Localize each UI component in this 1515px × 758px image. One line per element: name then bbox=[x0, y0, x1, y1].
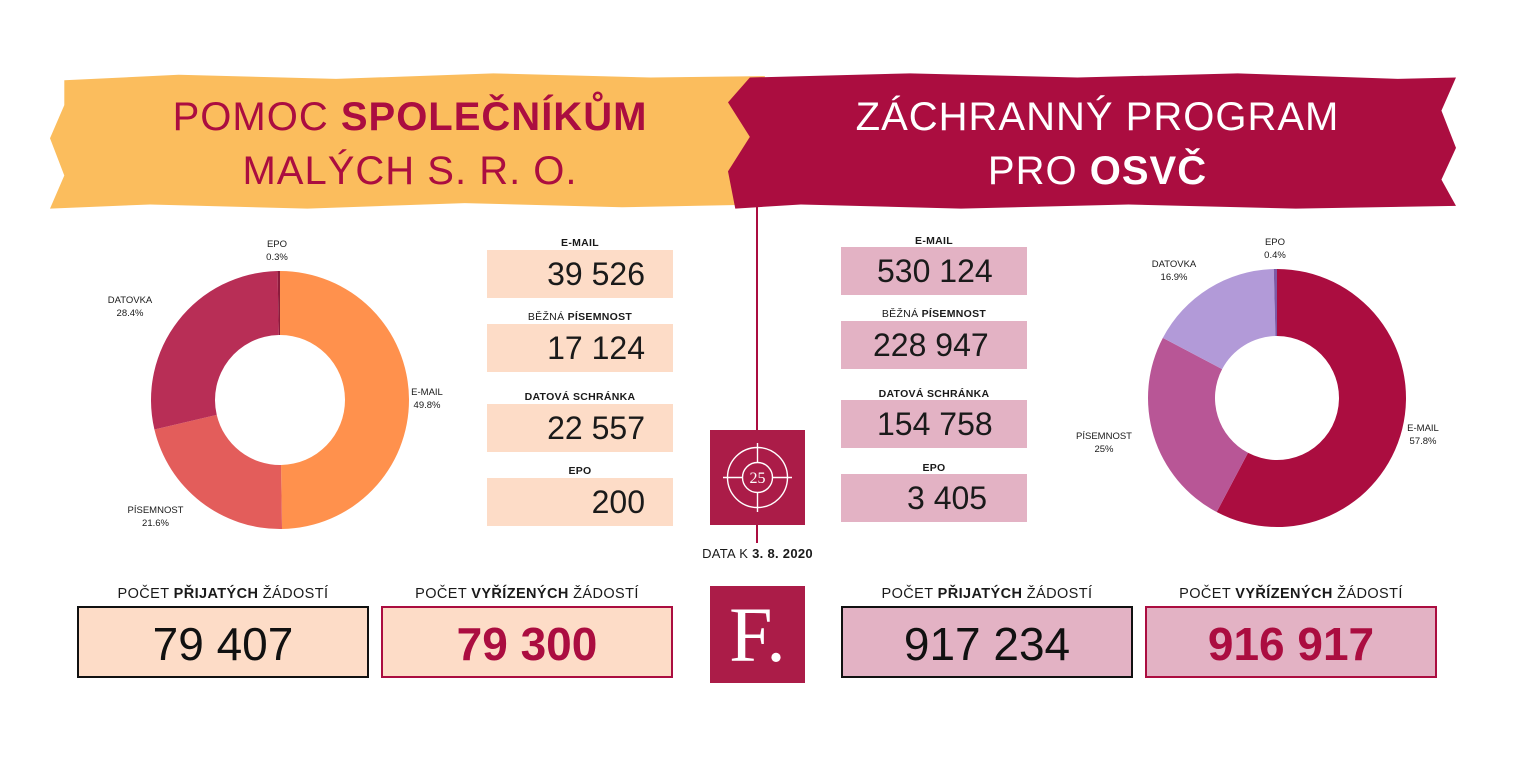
right-donut-chart bbox=[1148, 269, 1406, 527]
left-stat-label-epo: EPO bbox=[568, 465, 592, 477]
right-stat-label-epo: EPO bbox=[922, 462, 946, 474]
right-pie-label-email: E-MAIL 57.8% bbox=[1407, 423, 1439, 447]
right-processed-total: 916 917 bbox=[1145, 606, 1437, 678]
center-divider-top bbox=[756, 200, 758, 430]
left-pie-label-datovka: DATOVKA 28.4% bbox=[107, 295, 153, 319]
right-stat-box-epo: 3 405 bbox=[841, 474, 1027, 522]
right-stat-label-pisemnost: BĚŽNÁ PÍSEMNOST bbox=[881, 308, 987, 320]
left-stat-label-email: E-MAIL bbox=[561, 237, 599, 249]
anniversary-logo: 25 bbox=[710, 430, 805, 525]
right-received-label: POČET PŘIJATÝCH ŽÁDOSTÍ bbox=[881, 586, 1093, 602]
left-stat-label-pisemnost: BĚŽNÁ PÍSEMNOST bbox=[527, 311, 633, 323]
center-divider-middle bbox=[756, 525, 758, 543]
left-donut-chart bbox=[151, 271, 410, 529]
left-donut-slice-epo bbox=[277, 271, 280, 336]
left-processed-label: POČET VYŘÍZENÝCH ŽÁDOSTÍ bbox=[415, 586, 639, 602]
right-donut-slice-p-semnost bbox=[1148, 337, 1249, 513]
right-received-total: 917 234 bbox=[841, 606, 1133, 678]
anniversary-number: 25 bbox=[750, 470, 766, 487]
left-donut-slice-datovka bbox=[151, 271, 279, 430]
right-stat-box-datova: 154 758 bbox=[841, 400, 1027, 448]
left-received-label: POČET PŘIJATÝCH ŽÁDOSTÍ bbox=[117, 586, 329, 602]
left-stat-label-datova: DATOVÁ SCHRÁNKA bbox=[524, 391, 636, 403]
left-donut-slice-p-semnost bbox=[154, 414, 283, 529]
right-stat-box-email: 530 124 bbox=[841, 247, 1027, 295]
left-title: POMOC SPOLEČNÍKŮM MALÝCH S. R. O. bbox=[172, 95, 648, 193]
right-donut-slice-epo bbox=[1273, 269, 1277, 337]
left-title-banner bbox=[50, 73, 765, 209]
left-stat-box-datova: 22 557 bbox=[487, 404, 673, 452]
left-processed-total: 79 300 bbox=[381, 606, 673, 678]
right-pie-label-epo: EPO 0.4% bbox=[1264, 237, 1286, 261]
left-pie-label-email: E-MAIL 49.8% bbox=[411, 387, 443, 411]
left-stat-box-email: 39 526 bbox=[487, 250, 673, 298]
left-pie-label-pisemnost: PÍSEMNOST 21.6% bbox=[127, 505, 184, 529]
right-stat-label-email: E-MAIL bbox=[915, 235, 953, 247]
right-stat-label-datova: DATOVÁ SCHRÁNKA bbox=[878, 388, 990, 400]
left-received-total: 79 407 bbox=[77, 606, 369, 678]
data-date: DATA K 3. 8. 2020 bbox=[702, 546, 813, 561]
right-donut-slice-datovka bbox=[1162, 269, 1276, 370]
right-pie-label-pisemnost: PÍSEMNOST 25% bbox=[1076, 431, 1132, 455]
brand-logo-f: F. bbox=[710, 586, 805, 683]
right-title-banner bbox=[728, 73, 1456, 209]
left-pie-label-epo: EPO 0.3% bbox=[266, 239, 288, 263]
left-donut-slice-e-mail bbox=[280, 271, 410, 529]
right-stat-box-pisemnost: 228 947 bbox=[841, 321, 1027, 369]
right-donut-slice-e-mail bbox=[1216, 269, 1406, 527]
left-stat-box-epo: 200 bbox=[487, 478, 673, 526]
right-processed-label: POČET VYŘÍZENÝCH ŽÁDOSTÍ bbox=[1179, 586, 1403, 602]
lifebuoy-icon: 25 bbox=[723, 443, 792, 512]
right-title: ZÁCHRANNÝ PROGRAM PRO OSVČ bbox=[855, 95, 1340, 193]
right-pie-label-datovka: DATOVKA 16.9% bbox=[1151, 259, 1197, 283]
left-stat-box-pisemnost: 17 124 bbox=[487, 324, 673, 372]
